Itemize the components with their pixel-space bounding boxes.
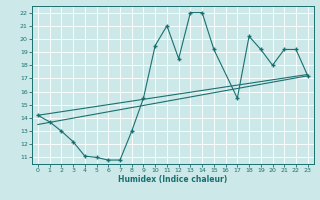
X-axis label: Humidex (Indice chaleur): Humidex (Indice chaleur) — [118, 175, 228, 184]
